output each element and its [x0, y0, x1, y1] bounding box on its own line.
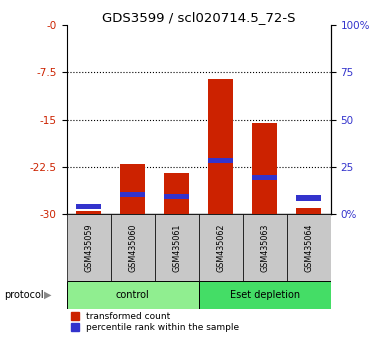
Bar: [165, 194, 188, 199]
Bar: [296, 195, 321, 200]
Title: GDS3599 / scl020714.5_72-S: GDS3599 / scl020714.5_72-S: [102, 11, 295, 24]
Bar: [66, 281, 198, 309]
Legend: transformed count, percentile rank within the sample: transformed count, percentile rank withi…: [71, 312, 239, 332]
Text: GSM435059: GSM435059: [84, 223, 93, 272]
Bar: [76, 211, 101, 215]
Bar: [76, 204, 101, 209]
Text: GSM435060: GSM435060: [128, 223, 137, 272]
Bar: [287, 215, 331, 281]
Text: GSM435062: GSM435062: [216, 223, 225, 272]
Bar: [252, 175, 277, 180]
Bar: [242, 215, 287, 281]
Bar: [252, 123, 277, 215]
Bar: [198, 215, 242, 281]
Bar: [66, 215, 111, 281]
Text: GSM435064: GSM435064: [304, 223, 313, 272]
Bar: [155, 215, 198, 281]
Text: GSM435063: GSM435063: [260, 223, 269, 272]
Text: protocol: protocol: [4, 290, 43, 300]
Bar: [120, 192, 145, 197]
Bar: [198, 281, 331, 309]
Bar: [209, 79, 233, 215]
Text: ▶: ▶: [44, 290, 51, 300]
Text: Eset depletion: Eset depletion: [230, 290, 300, 300]
Bar: [111, 215, 155, 281]
Text: GSM435061: GSM435061: [172, 223, 181, 272]
Text: control: control: [116, 290, 149, 300]
Bar: [296, 208, 321, 215]
Bar: [165, 173, 188, 215]
Bar: [120, 164, 145, 215]
Bar: [209, 158, 233, 162]
